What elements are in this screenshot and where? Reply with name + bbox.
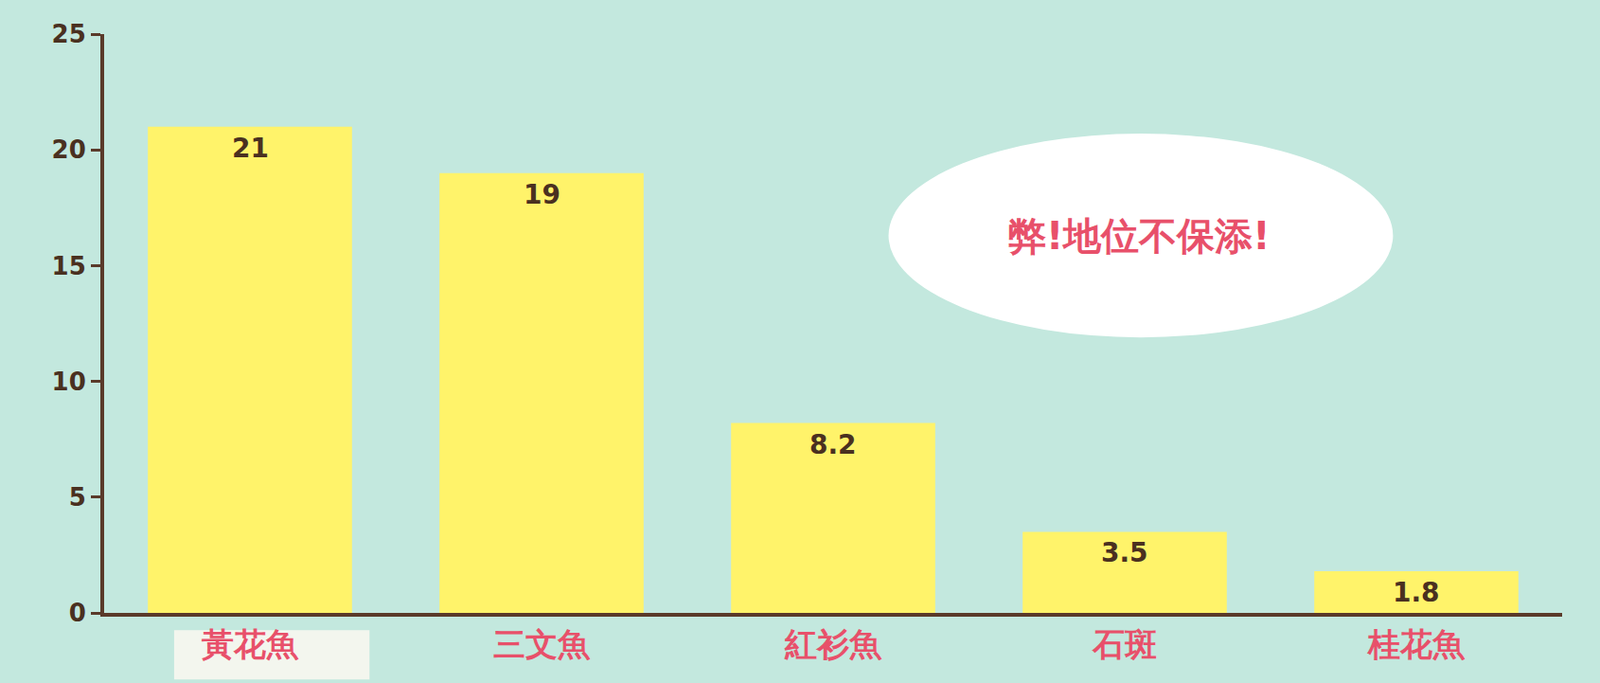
svg-text:0: 0 — [69, 598, 87, 627]
svg-text:弊!地位不保添!: 弊!地位不保添! — [1008, 213, 1270, 258]
svg-text:3.5: 3.5 — [1101, 536, 1149, 569]
svg-text:8.2: 8.2 — [809, 428, 857, 461]
svg-text:20: 20 — [52, 135, 87, 164]
svg-text:19: 19 — [523, 178, 561, 211]
svg-text:5: 5 — [69, 482, 87, 512]
svg-text:21: 21 — [231, 132, 269, 164]
svg-text:25: 25 — [52, 19, 87, 49]
svg-text:三文魚: 三文魚 — [493, 624, 591, 663]
svg-text:1.8: 1.8 — [1392, 576, 1440, 608]
svg-text:石斑: 石斑 — [1091, 624, 1157, 663]
svg-text:紅衫魚: 紅衫魚 — [783, 624, 883, 663]
svg-text:桂花魚: 桂花魚 — [1366, 624, 1466, 663]
svg-text:15: 15 — [52, 251, 87, 281]
svg-text:黃花魚: 黃花魚 — [201, 624, 300, 663]
svg-text:10: 10 — [52, 367, 87, 396]
